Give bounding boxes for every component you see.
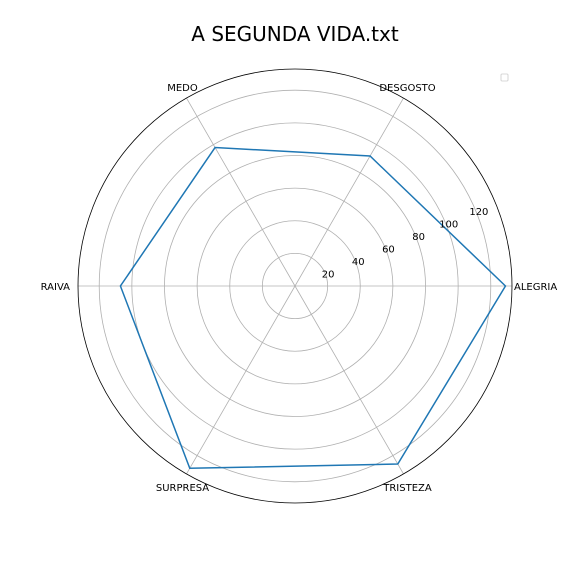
polar-frame (77, 68, 513, 504)
category-label-alegria: ALEGRIA (514, 282, 557, 293)
series-layer (119, 146, 507, 470)
category-label-desgosto: DESGOSTO (379, 83, 435, 94)
grid-layer (77, 68, 513, 504)
radial-tick-label: 100 (439, 220, 458, 231)
legend-box (500, 73, 509, 82)
spoke-medo (186, 97, 296, 287)
spoke-surpresa (186, 285, 296, 475)
category-label-tristeza: TRISTEZA (382, 483, 432, 494)
category-label-raiva: RAIVA (41, 282, 71, 293)
category-label-medo: MEDO (167, 83, 198, 94)
category-label-surpresa: SURPRESA (156, 483, 209, 494)
spoke-desgosto (294, 97, 404, 287)
radial-tick-label: 20 (322, 270, 335, 281)
radial-tick-label: 120 (469, 207, 488, 218)
series-line-0 (119, 146, 507, 470)
radial-tick-label: 40 (352, 257, 365, 268)
radial-tick-label: 80 (412, 232, 425, 243)
label-layer: 20 40 60 80 100 120 ALEGRIA DESGOSTO MEDO RAIVA SU… (41, 83, 558, 494)
spoke-tristeza (294, 285, 404, 475)
chart-title: A SEGUNDA VIDA.txt (191, 22, 399, 46)
radial-tick-label: 60 (382, 245, 395, 256)
